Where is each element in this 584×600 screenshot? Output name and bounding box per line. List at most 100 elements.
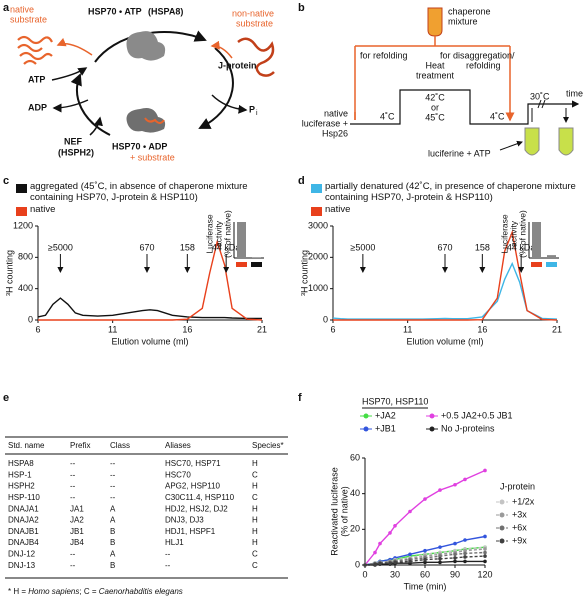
pi-arrow — [211, 94, 248, 114]
x-tick-label: 120 — [477, 569, 492, 579]
data-point — [423, 557, 427, 562]
label: or — [431, 102, 439, 112]
x-tick-label: 11 — [108, 324, 117, 334]
label: substrate — [10, 14, 47, 24]
panel-label: f — [298, 392, 302, 404]
table-cell: C30C11.4, HSP110 — [165, 493, 235, 502]
y-tick-label: 2000 — [308, 252, 328, 262]
label: ATP — [28, 74, 45, 84]
annotation: 158 — [475, 242, 490, 252]
x-tick-label: 21 — [257, 324, 267, 334]
table-cell: -- — [70, 561, 76, 570]
data-point — [388, 531, 392, 535]
category-key — [546, 262, 557, 267]
y-axis-label: (% of native) — [339, 486, 349, 537]
label: i — [256, 110, 258, 117]
panel-label: c — [3, 175, 9, 187]
data-point — [438, 560, 442, 565]
label: chaperone — [448, 6, 491, 16]
y-tick-label: 400 — [18, 283, 33, 293]
table-cell: JA1 — [70, 504, 84, 513]
label: (HSPH2) — [58, 147, 94, 157]
table-cell: JB1 — [70, 527, 84, 536]
data-point — [453, 482, 457, 487]
legend-label: aggregated (45˚C, in absence of chaperon… — [30, 181, 248, 203]
table-cell: A — [110, 550, 116, 559]
label: Heat — [425, 60, 445, 70]
non-native-icon — [237, 37, 275, 77]
table-cell: A — [110, 504, 116, 513]
y-tick-label: 40 — [350, 488, 360, 498]
label: for refolding — [360, 50, 408, 60]
legend-marker — [429, 413, 435, 419]
table-cell: C — [252, 493, 258, 502]
table-cell: -- — [70, 482, 76, 491]
substrate-arrow — [210, 40, 233, 59]
label: Hsp26 — [322, 128, 348, 138]
legend-label: +0.5 JA2+0.5 JB1 — [441, 410, 513, 420]
table-cell: DNAJA2 — [8, 516, 39, 525]
table-cell: HSP-110 — [8, 493, 40, 502]
table-cell: H — [252, 504, 258, 513]
x-tick-label: 6 — [35, 324, 40, 334]
data-point — [463, 548, 467, 553]
table-cell: B — [110, 561, 115, 570]
legend-swatch — [311, 184, 322, 193]
bar — [547, 255, 556, 258]
series-line — [37, 297, 262, 320]
data-point — [373, 562, 377, 566]
y-axis-label: (% of native) — [222, 210, 232, 258]
y-axis-label: Reactivated luciferase — [329, 467, 339, 556]
y-axis-label: ³H counting — [299, 250, 309, 296]
table-cell: -- — [165, 561, 171, 570]
legend-label: native — [30, 204, 56, 215]
data-point — [438, 488, 442, 492]
legend-label: +9x — [512, 535, 527, 545]
x-axis-label: Time (min) — [404, 581, 447, 591]
legend-marker — [363, 413, 369, 419]
data-point — [483, 468, 487, 473]
cycle-arrow — [198, 47, 234, 129]
label: + substrate — [130, 152, 175, 162]
annotation: 44 kDa — [212, 242, 241, 252]
x-tick-label: 21 — [552, 324, 562, 334]
table-cell: -- — [110, 493, 116, 502]
tube — [524, 127, 540, 156]
y-tick-label: 0 — [355, 559, 360, 569]
legend-label: +1/2x — [512, 496, 535, 506]
y-axis-label: Luciferase — [499, 214, 509, 253]
table-cell: HLJ1 — [165, 538, 184, 547]
panel-label: e — [3, 392, 9, 404]
label: (HSPA8) — [148, 6, 183, 16]
label: P — [249, 104, 255, 114]
table-cell: -- — [110, 482, 116, 491]
label: native — [324, 108, 348, 118]
data-point — [483, 547, 487, 551]
label: NEF — [64, 136, 83, 146]
beaker — [427, 7, 443, 37]
footnote-part: Homo sapiens — [28, 587, 79, 596]
y-tick-label: 3000 — [308, 220, 328, 230]
table-cell: HDJ2, HSJ2, DJ2 — [165, 504, 228, 513]
cycle-arrow — [70, 73, 111, 136]
table-cell: C — [252, 470, 258, 479]
label: refolding — [466, 60, 501, 70]
release-arrow — [56, 37, 93, 56]
y-tick-label: 1200 — [13, 220, 33, 230]
label: for disaggregation/ — [440, 50, 515, 60]
data-point — [378, 561, 382, 566]
data-point — [463, 559, 467, 564]
y-tick-label: 0 — [323, 314, 328, 324]
data-point — [438, 545, 442, 549]
annotation: 670 — [437, 242, 452, 252]
table-cell: H — [252, 516, 258, 525]
data-point — [453, 541, 457, 546]
annotation: ≥5000 — [350, 242, 375, 252]
data-point — [393, 523, 397, 528]
label: 45˚C — [425, 112, 445, 122]
table-cell: H — [252, 482, 258, 491]
table-cell: B — [110, 527, 115, 536]
panel-label: a — [3, 2, 10, 14]
reagent-arrow — [499, 140, 523, 151]
table-cell: -- — [70, 470, 76, 479]
